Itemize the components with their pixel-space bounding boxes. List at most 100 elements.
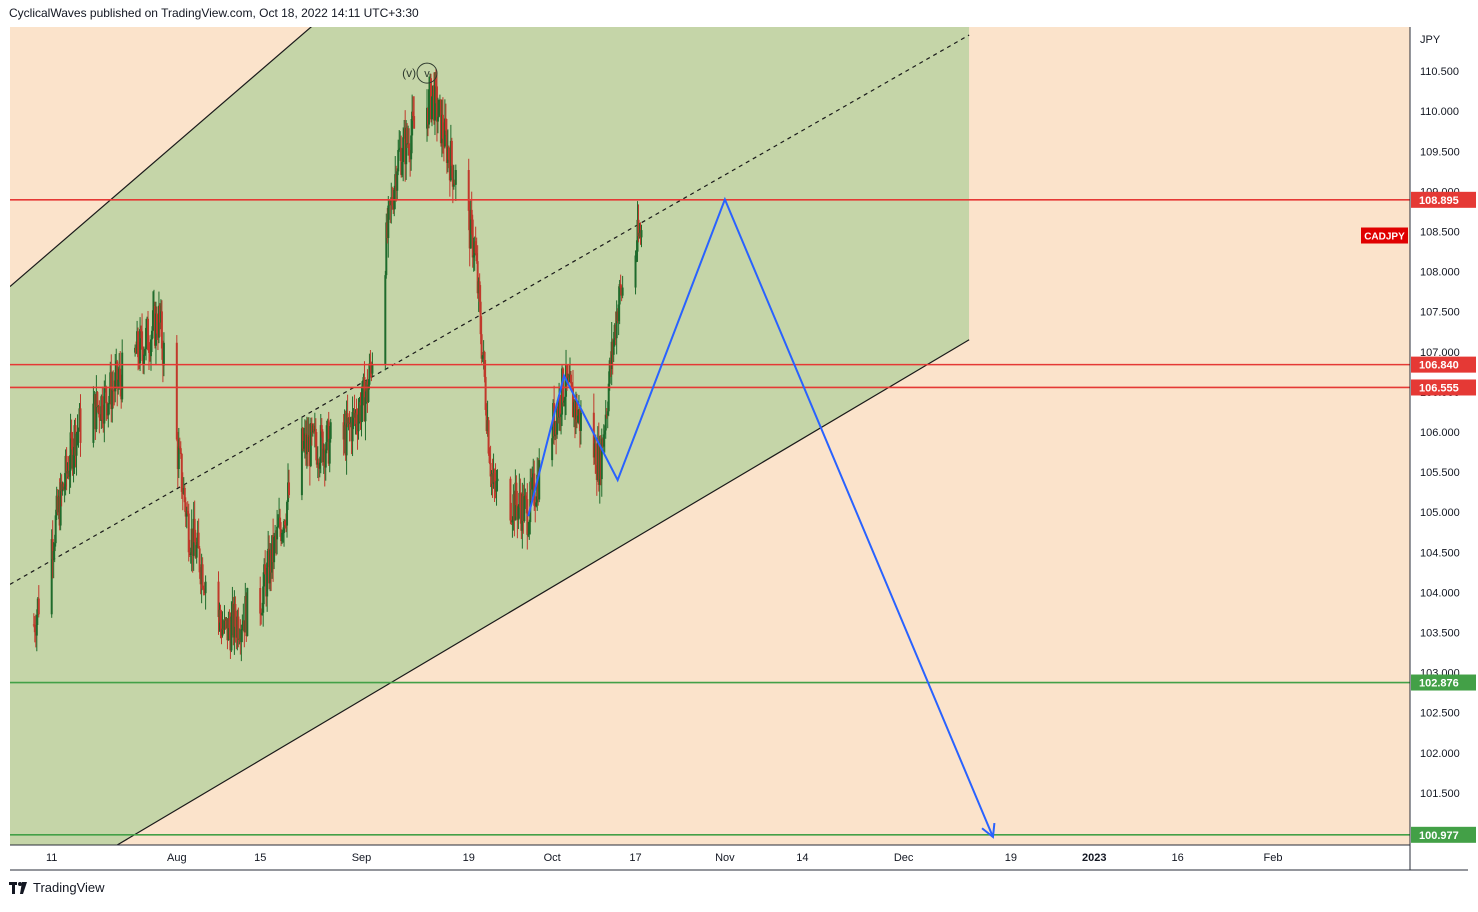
- projection-path: [527, 196, 994, 838]
- time-tick-label: Feb: [1263, 852, 1282, 864]
- candle-body: [277, 526, 280, 528]
- candle-body: [263, 564, 266, 587]
- candle-body: [594, 443, 597, 474]
- candle: [325, 420, 328, 454]
- candle: [471, 214, 474, 268]
- candle-body: [406, 127, 409, 144]
- candle-body: [602, 434, 605, 447]
- price-level-badge-bg: [1411, 356, 1476, 373]
- candle-body: [261, 612, 264, 616]
- candle: [284, 519, 287, 529]
- price-level-badge-label: 106.555: [1419, 382, 1459, 394]
- candle-body: [121, 352, 124, 400]
- channel-lower-line: [116, 339, 970, 845]
- candle: [509, 476, 512, 525]
- candle-body: [240, 629, 243, 643]
- candle-body: [234, 604, 237, 627]
- time-tick-label: 19: [463, 852, 475, 864]
- candle-body: [479, 301, 482, 335]
- candle-body: [143, 354, 146, 365]
- candle-body: [223, 619, 226, 630]
- candle-body: [179, 448, 182, 454]
- price-tick-label: 102.000: [1420, 748, 1460, 760]
- candle-body: [188, 552, 191, 556]
- candle-body: [619, 284, 622, 288]
- candle-body: [529, 481, 532, 523]
- candle: [77, 427, 80, 448]
- candle-body: [241, 628, 244, 630]
- candle-body: [528, 522, 531, 535]
- price-tick-label: 109.500: [1420, 146, 1460, 158]
- candle: [177, 427, 180, 479]
- candle: [286, 500, 289, 538]
- candle: [396, 168, 399, 201]
- footer-brand[interactable]: TradingView: [9, 880, 105, 895]
- candle: [523, 477, 526, 523]
- candle-body: [162, 342, 165, 366]
- tradingview-brand-label: TradingView: [33, 880, 105, 895]
- wave-label-circle: [416, 62, 438, 84]
- candle-body: [147, 318, 150, 350]
- candle-body: [96, 392, 99, 408]
- candle-body: [148, 349, 151, 353]
- candle-body: [443, 118, 446, 147]
- time-tick-label: 16: [1172, 852, 1184, 864]
- candle-body: [259, 587, 262, 614]
- candle-body: [604, 414, 607, 431]
- candle: [37, 585, 40, 618]
- price-tick-label: 108.000: [1420, 267, 1460, 279]
- candle-body: [141, 331, 144, 350]
- candle-body: [621, 287, 624, 296]
- candle: [475, 237, 478, 264]
- time-tick-label: 19: [1005, 852, 1017, 864]
- candle-body: [478, 281, 481, 302]
- price-level-badge: 106.840: [1411, 356, 1476, 373]
- candle-body: [452, 183, 455, 187]
- candle-body: [384, 275, 387, 365]
- candle: [445, 118, 448, 174]
- candle: [452, 164, 455, 190]
- candle-body: [197, 532, 200, 549]
- candle-body: [151, 310, 154, 331]
- price-level-badge-label: 100.977: [1419, 830, 1459, 842]
- candle-body: [319, 425, 322, 463]
- candle: [397, 139, 400, 176]
- candle: [79, 394, 82, 457]
- candle-body: [531, 477, 534, 490]
- candle-body: [79, 408, 82, 443]
- candle-body: [355, 412, 358, 424]
- candle: [615, 300, 618, 355]
- candle-body: [493, 472, 496, 483]
- candle: [621, 275, 624, 299]
- candle: [51, 520, 54, 579]
- candle: [180, 452, 183, 499]
- candle-body: [70, 432, 73, 439]
- candle: [178, 437, 181, 450]
- candle: [488, 447, 491, 465]
- candle: [273, 532, 276, 570]
- candle: [107, 403, 110, 428]
- candle-body: [33, 624, 36, 633]
- candle: [517, 504, 520, 530]
- candle: [411, 94, 414, 154]
- candle-body: [519, 492, 522, 508]
- candle-body: [230, 616, 233, 651]
- price-level-badge: 102.876: [1411, 674, 1476, 691]
- candle-body: [400, 147, 403, 175]
- candle-body: [345, 413, 348, 456]
- tradingview-logo-icon: [9, 881, 27, 894]
- candle: [121, 339, 124, 403]
- candle-body: [607, 383, 610, 412]
- candle-body: [59, 482, 62, 526]
- candle-body: [329, 422, 332, 439]
- candle-body: [264, 564, 267, 575]
- candle-body: [286, 501, 289, 526]
- candle-body: [75, 433, 78, 456]
- candle: [139, 317, 142, 372]
- candle-body: [575, 400, 578, 423]
- candle: [162, 332, 165, 377]
- candle-body: [401, 162, 404, 175]
- candle-body: [72, 454, 75, 469]
